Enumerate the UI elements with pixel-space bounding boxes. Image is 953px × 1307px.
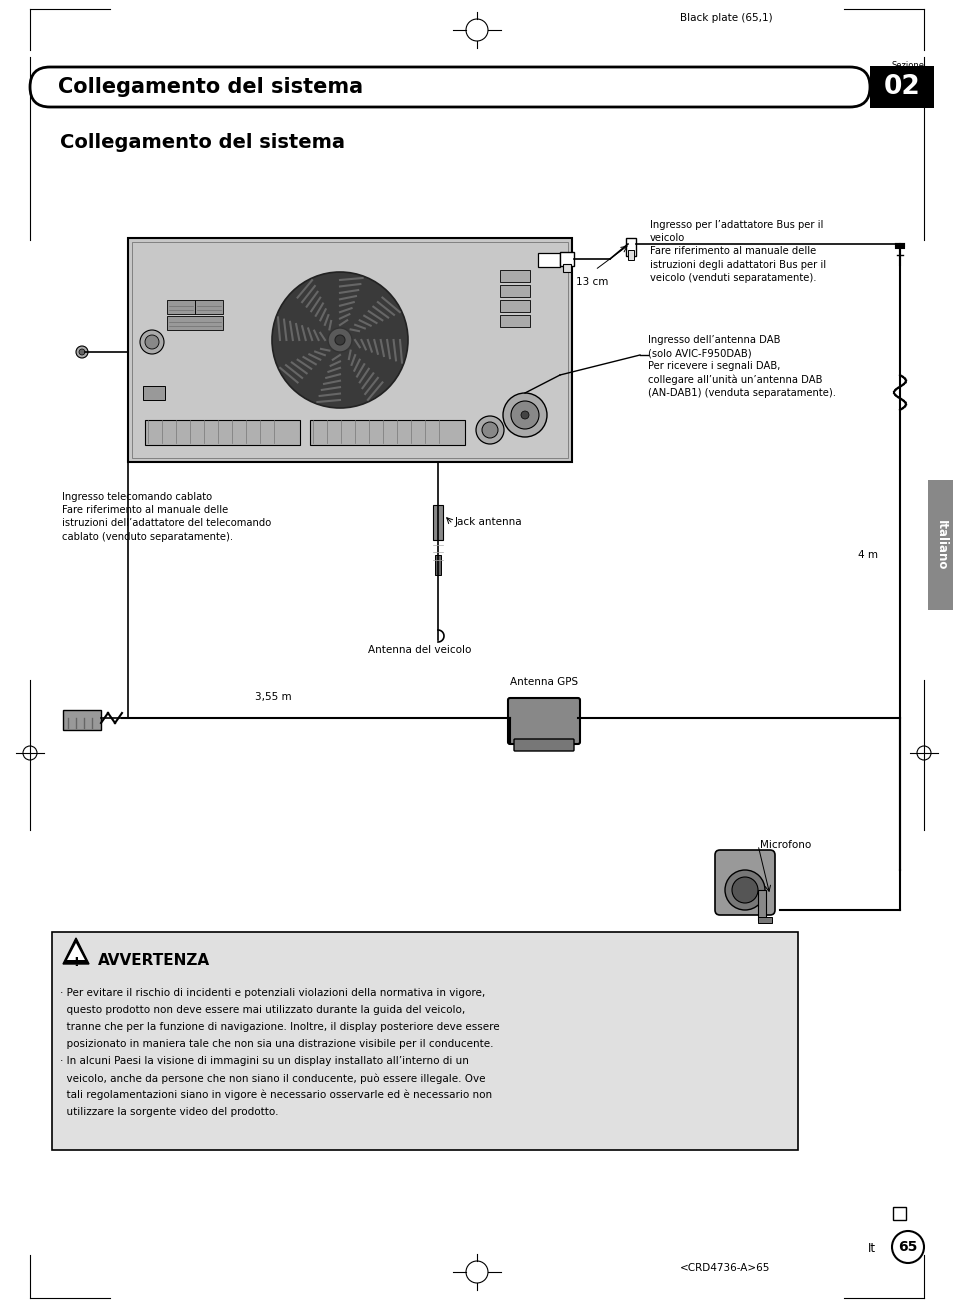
Text: Ingresso dell’antenna DAB
(solo AVIC-F950DAB)
Per ricevere i segnali DAB,
colleg: Ingresso dell’antenna DAB (solo AVIC-F95…	[647, 335, 835, 399]
Bar	[625, 238, 636, 256]
Text: Ingresso telecomando cablato
Fare riferimento al manuale delle
istruzioni dell’a: Ingresso telecomando cablato Fare riferi…	[62, 491, 271, 541]
Bar	[167, 301, 194, 314]
Bar	[435, 555, 440, 575]
Polygon shape	[63, 938, 89, 965]
Circle shape	[140, 329, 164, 354]
Bar	[758, 890, 765, 920]
Text: !: !	[73, 955, 79, 968]
Bar	[559, 252, 574, 267]
Bar	[194, 301, 223, 314]
Text: veicolo, anche da persone che non siano il conducente, può essere illegale. Ove: veicolo, anche da persone che non siano …	[60, 1073, 485, 1084]
Circle shape	[79, 349, 85, 356]
Bar	[433, 505, 442, 540]
Text: 13 cm: 13 cm	[576, 277, 608, 288]
Circle shape	[511, 401, 538, 429]
Text: 4 m: 4 m	[857, 550, 877, 559]
Circle shape	[731, 877, 758, 903]
Bar	[143, 386, 165, 400]
Bar	[167, 316, 223, 329]
Circle shape	[328, 328, 352, 352]
Circle shape	[272, 272, 408, 408]
Text: Italiano: Italiano	[934, 520, 946, 570]
Text: Collegamento del sistema: Collegamento del sistema	[60, 133, 345, 153]
Circle shape	[481, 422, 497, 438]
Bar	[499, 271, 530, 282]
Text: Collegamento del sistema: Collegamento del sistema	[58, 77, 363, 97]
Bar	[132, 242, 567, 457]
Text: Black plate (65,1): Black plate (65,1)	[679, 13, 772, 24]
Text: 65: 65	[898, 1240, 917, 1253]
FancyBboxPatch shape	[714, 850, 774, 915]
Bar	[499, 315, 530, 327]
Bar	[537, 254, 559, 267]
Circle shape	[145, 335, 159, 349]
Bar	[128, 238, 572, 461]
Text: posizionato in maniera tale che non sia una distrazione visibile per il conducen: posizionato in maniera tale che non sia …	[60, 1039, 493, 1050]
Text: tranne che per la funzione di navigazione. Inoltre, il display posteriore deve e: tranne che per la funzione di navigazion…	[60, 1022, 499, 1033]
FancyBboxPatch shape	[30, 67, 869, 107]
Polygon shape	[67, 942, 85, 961]
Bar	[758, 918, 771, 923]
Bar	[63, 710, 101, 731]
Text: questo prodotto non deve essere mai utilizzato durante la guida del veicolo,: questo prodotto non deve essere mai util…	[60, 1005, 465, 1016]
Text: AVVERTENZA: AVVERTENZA	[98, 953, 210, 968]
Text: utilizzare la sorgente video del prodotto.: utilizzare la sorgente video del prodott…	[60, 1107, 278, 1117]
Circle shape	[502, 393, 546, 437]
Text: tali regolamentazioni siano in vigore è necessario osservarle ed è necessario no: tali regolamentazioni siano in vigore è …	[60, 1090, 492, 1100]
Bar	[310, 420, 464, 444]
Bar	[869, 65, 933, 108]
Circle shape	[520, 410, 529, 420]
FancyBboxPatch shape	[514, 738, 574, 752]
Text: Sezione: Sezione	[890, 61, 923, 71]
Bar	[499, 301, 530, 312]
Text: 3,55 m: 3,55 m	[254, 691, 292, 702]
Circle shape	[724, 870, 764, 910]
Circle shape	[335, 335, 345, 345]
Text: Antenna GPS: Antenna GPS	[510, 677, 578, 687]
Circle shape	[476, 416, 503, 444]
Bar	[927, 480, 953, 610]
Bar	[52, 932, 797, 1150]
Bar	[627, 250, 634, 260]
Bar	[145, 420, 299, 444]
Bar	[562, 264, 571, 272]
Bar	[892, 1206, 905, 1219]
Text: · In alcuni Paesi la visione di immagini su un display installato all’interno di: · In alcuni Paesi la visione di immagini…	[60, 1056, 468, 1067]
Text: Microfono: Microfono	[760, 840, 810, 850]
Circle shape	[76, 346, 88, 358]
Text: <CRD4736-A>65: <CRD4736-A>65	[679, 1263, 770, 1273]
FancyBboxPatch shape	[507, 698, 579, 744]
Text: It: It	[867, 1242, 875, 1255]
Text: 02: 02	[882, 74, 920, 101]
Text: Antenna del veicolo: Antenna del veicolo	[368, 644, 471, 655]
Bar	[499, 285, 530, 297]
Text: Jack antenna: Jack antenna	[455, 518, 522, 527]
Text: · Per evitare il rischio di incidenti e potenziali violazioni della normativa in: · Per evitare il rischio di incidenti e …	[60, 988, 485, 999]
Text: Ingresso per l’adattatore Bus per il
veicolo
Fare riferimento al manuale delle
i: Ingresso per l’adattatore Bus per il vei…	[649, 220, 825, 282]
